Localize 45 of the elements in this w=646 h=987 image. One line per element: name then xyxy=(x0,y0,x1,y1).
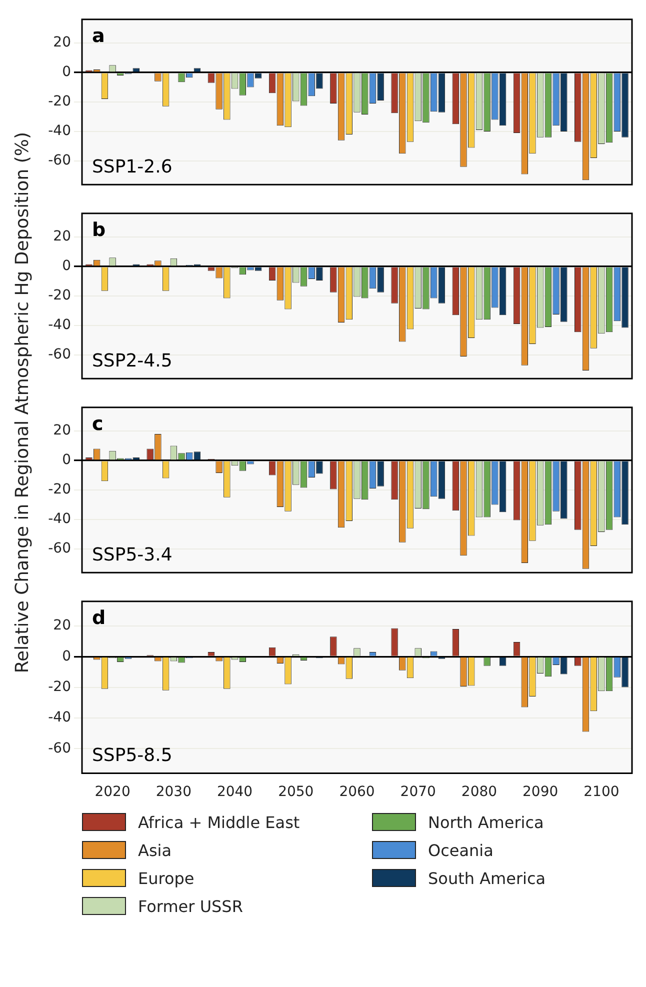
x-tick-label: 2020 xyxy=(94,784,130,800)
y-tick-label: -40 xyxy=(48,511,71,528)
legend-label: Oceania xyxy=(428,840,494,860)
y-tick-label: 0 xyxy=(62,258,71,274)
text: SSP5-3.4 xyxy=(92,544,172,566)
chart-title: d xyxy=(92,606,106,629)
chart-title: a xyxy=(92,24,105,47)
y-tick-label: 20 xyxy=(53,228,71,245)
legend-label: North America xyxy=(428,812,544,832)
x-tick-label: 2040 xyxy=(216,784,253,800)
y-tick-label: -40 xyxy=(48,317,71,334)
y-tick-label: -60 xyxy=(48,346,71,363)
y-tick-label: 20 xyxy=(53,422,71,439)
x-tick-label: 2070 xyxy=(400,784,436,800)
legend-label: Africa + Middle East xyxy=(138,812,300,832)
y-tick-label: -60 xyxy=(48,540,71,557)
y-tick-label: -20 xyxy=(48,482,71,498)
y-tick-label: 20 xyxy=(53,618,71,634)
y-axis-title: Relative Change in Regional Atmospheric Hg Deposition (%) xyxy=(12,132,32,674)
legend-label: Europe xyxy=(138,868,194,888)
y-tick-label: -20 xyxy=(48,288,71,304)
y-tick-label: -60 xyxy=(48,740,71,756)
x-tick-label: 2080 xyxy=(461,784,498,800)
y-tick-label: -40 xyxy=(48,123,71,140)
x-tick-label: 2090 xyxy=(522,784,558,800)
x-tick-label: 2050 xyxy=(278,784,314,800)
text: SSP2-4.5 xyxy=(92,350,172,372)
chart-title: c xyxy=(92,412,104,435)
y-tick-label: -20 xyxy=(48,678,71,695)
x-tick-label: 2060 xyxy=(339,784,375,800)
x-tick-label: 2100 xyxy=(584,784,620,800)
x-tick-label: 2030 xyxy=(156,784,192,800)
legend-label: Former USSR xyxy=(138,896,243,916)
y-tick-label: 0 xyxy=(62,648,71,664)
y-tick-label: 20 xyxy=(53,34,71,51)
y-tick-label: 0 xyxy=(62,452,71,468)
y-tick-label: 0 xyxy=(62,64,71,80)
legend-label: South America xyxy=(428,868,546,888)
legend-label: Asia xyxy=(138,840,172,860)
text: SSP5-8.5 xyxy=(92,744,172,766)
text: SSP1-2.6 xyxy=(92,156,172,178)
chart-title: b xyxy=(92,218,106,241)
y-tick-label: -20 xyxy=(48,94,71,110)
y-tick-label: -40 xyxy=(48,710,71,726)
y-tick-label: -60 xyxy=(48,152,71,169)
